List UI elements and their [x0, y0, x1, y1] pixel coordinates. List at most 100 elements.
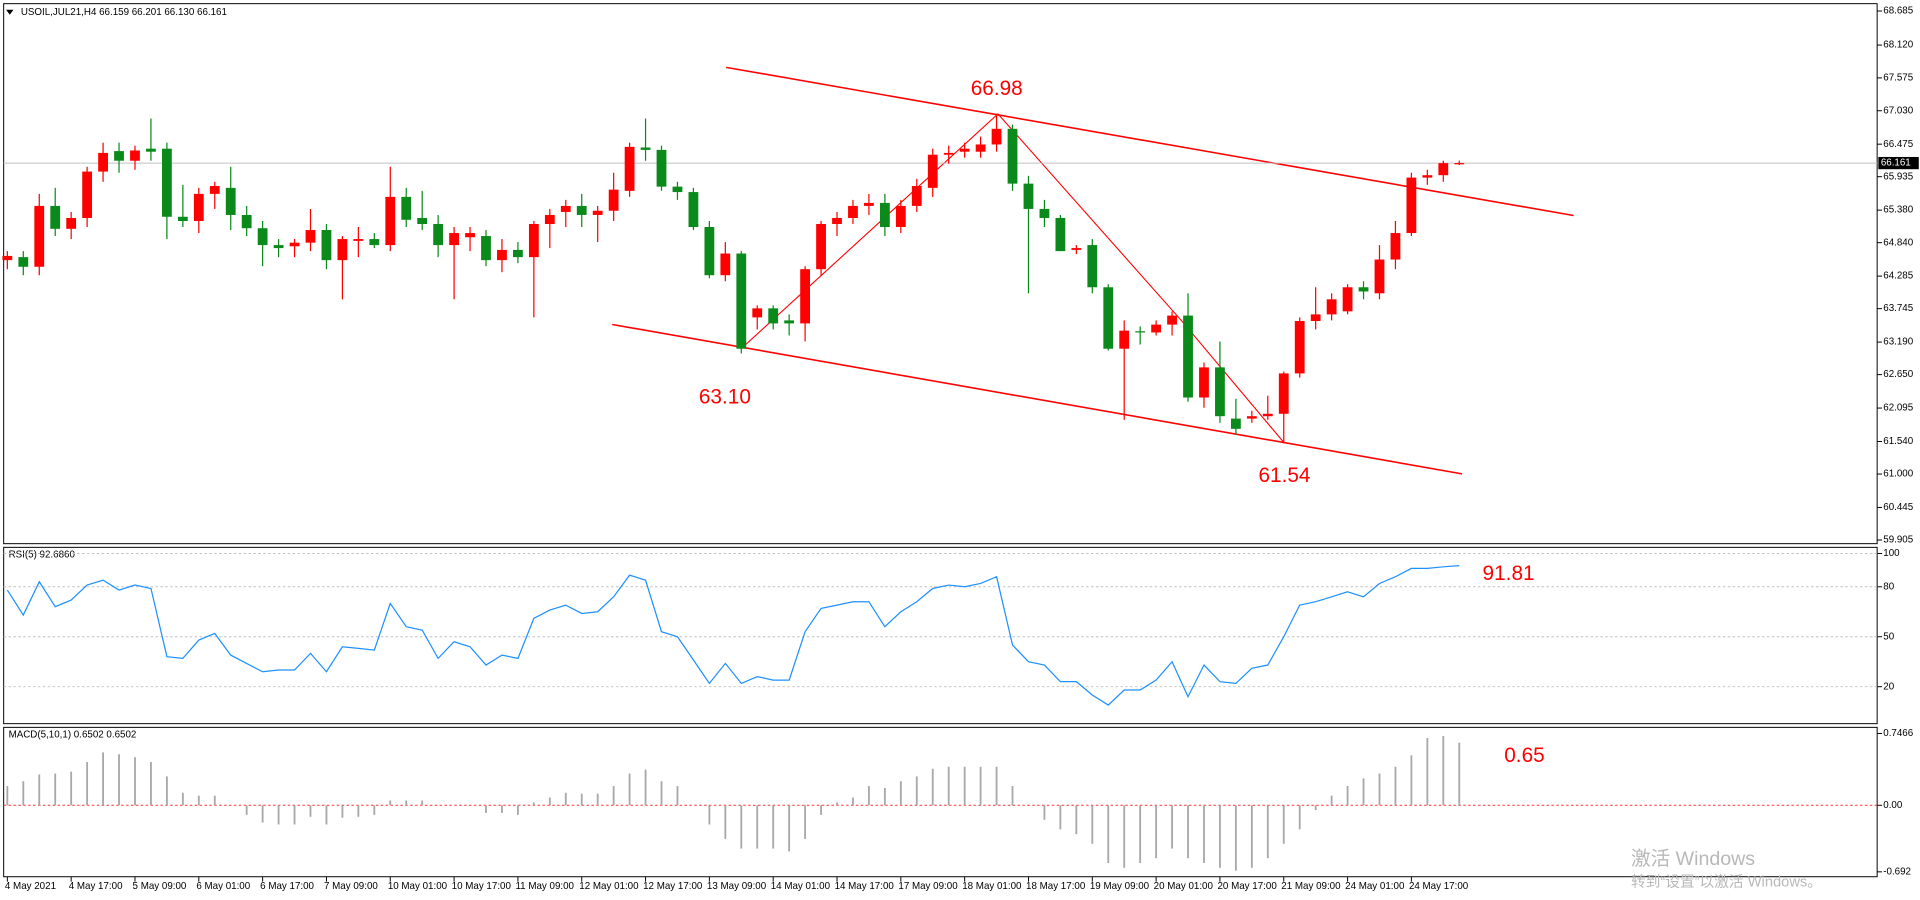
candle-body — [1199, 367, 1209, 398]
candle-body — [177, 216, 188, 221]
candle-body — [417, 217, 428, 224]
candle-body — [369, 239, 380, 246]
candle-body — [784, 320, 795, 324]
candle-body — [800, 269, 810, 324]
candle-body — [481, 236, 491, 261]
candle-body — [975, 144, 986, 152]
candle-body — [1278, 373, 1289, 414]
x-tick-label: 5 May 09:00 — [133, 881, 187, 892]
candle-body — [864, 202, 874, 206]
x-tick-label: 20 May 17:00 — [1217, 881, 1277, 892]
candle-body — [209, 186, 220, 194]
candle-body — [959, 148, 970, 152]
candle-body — [385, 196, 396, 246]
candle-body — [1342, 287, 1353, 312]
y-tick-label: 61.540 — [1883, 436, 1913, 447]
candle-body — [848, 205, 858, 218]
candle-body — [895, 205, 906, 228]
candle-body — [1023, 183, 1034, 209]
last-price-box — [1878, 156, 1919, 170]
candle-body — [768, 308, 779, 324]
candle-body — [1039, 208, 1050, 218]
y-tick-label: 64.840 — [1883, 237, 1913, 248]
y-tick-label: 66.475 — [1883, 139, 1913, 150]
trendlines — [612, 66, 1574, 475]
candle-body — [927, 154, 938, 188]
y-tick-label: 100 — [1883, 548, 1900, 559]
y-tick-label: 63.745 — [1883, 303, 1913, 314]
candle-body — [1246, 416, 1257, 419]
y-tick-label: 64.285 — [1883, 271, 1913, 282]
candle-body — [1103, 287, 1114, 349]
candle-body — [1262, 413, 1273, 417]
candle-body — [305, 230, 316, 243]
x-tick-label: 12 May 17:00 — [643, 881, 703, 892]
x-tick-label: 13 May 09:00 — [707, 881, 767, 892]
zigzag — [740, 113, 1285, 444]
rsi-title: RSI(5) 92.6860 — [9, 549, 76, 560]
price-title: USOIL,JUL21,H4 66.159 66.201 66.130 66.1… — [21, 7, 227, 18]
candle-body — [1007, 128, 1018, 184]
y-tick-label: 68.120 — [1883, 40, 1913, 51]
candle-body — [257, 228, 268, 246]
candle-body — [592, 210, 603, 215]
candle-body — [513, 249, 523, 258]
y-tick-label: 59.905 — [1883, 535, 1913, 546]
macd-title: MACD(5,10,1) 0.6502 0.6502 — [9, 729, 137, 740]
watermark: 转到“设置”以激活 Windows。 — [1631, 874, 1822, 891]
candle-body — [146, 148, 156, 152]
candle-body — [1422, 175, 1433, 178]
y-tick-label: 20 — [1883, 681, 1894, 692]
candle-body — [1135, 331, 1146, 333]
y-tick-label: 67.575 — [1883, 72, 1913, 83]
candle-body — [672, 186, 683, 193]
candle-body — [816, 223, 826, 270]
candle-body — [720, 253, 731, 276]
macd-pane — [3, 726, 1878, 878]
y-tick-label: -0.692 — [1883, 866, 1911, 877]
annotation: 66.98 — [971, 77, 1023, 100]
candle-body — [1183, 315, 1193, 398]
candle-body — [1167, 315, 1177, 325]
watermark: 激活 Windows — [1631, 848, 1755, 870]
candle-body — [1071, 248, 1082, 250]
y-tick-label: 68.685 — [1883, 6, 1913, 17]
candle-body — [289, 242, 300, 247]
candle-body — [1087, 245, 1098, 288]
y-tick-label: 61.000 — [1883, 469, 1913, 480]
candle-body — [688, 192, 699, 228]
candle-body — [752, 308, 763, 318]
x-tick-label: 17 May 09:00 — [898, 881, 958, 892]
candle-body — [1454, 163, 1465, 165]
candle-body — [98, 152, 108, 172]
candle-body — [576, 205, 587, 215]
candle-body — [1326, 299, 1337, 315]
x-tick-label: 7 May 09:00 — [324, 881, 378, 892]
candle-body — [656, 149, 667, 187]
y-tick-label: 50 — [1883, 631, 1894, 642]
candle-body — [465, 233, 475, 238]
x-tick-label: 19 May 09:00 — [1090, 881, 1150, 892]
x-tick-label: 14 May 17:00 — [835, 881, 895, 892]
candle-body — [528, 223, 539, 258]
candle-body — [353, 239, 364, 241]
candle-body — [704, 227, 715, 276]
y-tick-label: 60.445 — [1883, 502, 1913, 513]
candle-body — [943, 152, 954, 155]
annotation: 61.54 — [1258, 464, 1310, 487]
candle-body — [1215, 367, 1225, 417]
candle-body — [337, 239, 348, 261]
channel-upper — [725, 66, 1574, 217]
candle-body — [1438, 163, 1449, 176]
x-tick-label: 11 May 09:00 — [515, 881, 574, 892]
candle-body — [1119, 330, 1130, 349]
candle-body — [497, 249, 507, 261]
last-price-label: 66.161 — [1881, 158, 1911, 169]
candle-body — [193, 193, 204, 221]
candle-body — [1310, 314, 1321, 321]
candle-body — [401, 196, 412, 220]
candle-body — [879, 202, 890, 228]
annotation: 91.81 — [1483, 562, 1535, 585]
